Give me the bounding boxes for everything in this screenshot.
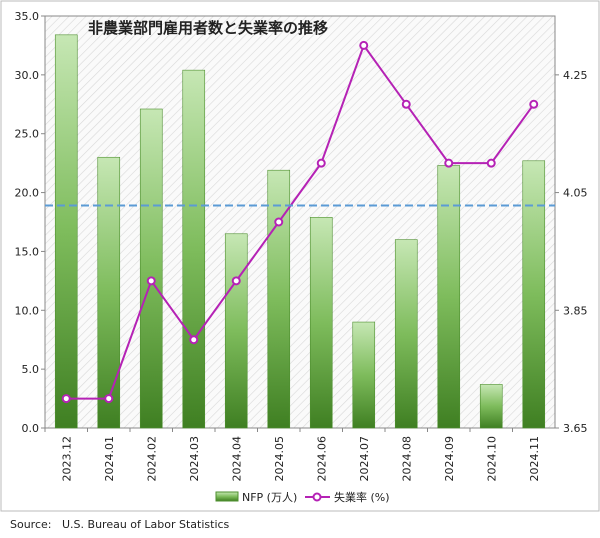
y-tick-label: 30.0 (15, 69, 40, 82)
bar (394, 239, 418, 429)
bar (309, 216, 333, 429)
bar (97, 156, 121, 429)
legend-swatch (312, 492, 322, 502)
line-point (274, 217, 284, 227)
legend-label: 失業率 (%) (334, 490, 390, 504)
line-point (231, 276, 241, 286)
y-tick-label: 5.0 (22, 363, 40, 376)
source: U.S. Bureau of Labor Statistics (62, 518, 230, 531)
bar (522, 160, 546, 429)
bar (267, 169, 291, 429)
source-label: Source: (10, 518, 52, 531)
y-tick-label: 10.0 (15, 304, 40, 317)
line (66, 43, 535, 400)
y2-tick-label: 3.85 (563, 304, 588, 317)
line-point (486, 158, 496, 168)
chart-title: 非農業部門雇用者数と失業率の推移 (88, 19, 328, 37)
x-tick-label: 2023.12 (60, 436, 73, 482)
x-tick-label: 2024.01 (103, 436, 116, 482)
y2-tick-label: 4.25 (563, 69, 588, 82)
y2-tick-label: 3.65 (563, 422, 588, 435)
plot-area (44, 15, 556, 429)
line-point (61, 394, 71, 404)
y-tick-label: 35.0 (15, 10, 40, 23)
line-point (401, 99, 411, 109)
line-point (359, 40, 369, 50)
x-tick-label: 2024.07 (358, 436, 371, 482)
x-tick-label: 2024.09 (443, 436, 456, 482)
bar (54, 34, 78, 429)
line-point (146, 276, 156, 286)
legend-label: NFP (万人) (242, 491, 297, 504)
x-tick-label: 2024.03 (188, 436, 201, 482)
plot-layer: 0.0 5.0 10.0 15.0 20.0 25.0 30.0 35.0 3.65 3.85 4.… (15, 10, 588, 482)
y-tick-label: 25.0 (15, 128, 40, 141)
bar (182, 69, 206, 429)
line-point (316, 158, 326, 168)
line-point (104, 394, 114, 404)
x-tick-label: 2024.05 (273, 436, 286, 482)
x-tick-label: 2024.04 (230, 436, 243, 482)
y-tick-label: 0.0 (22, 422, 40, 435)
x-tick-label: 2024.10 (485, 436, 498, 482)
legend-swatch (215, 491, 239, 502)
line-point (444, 158, 454, 168)
x-tick-label: 2024.06 (315, 436, 328, 482)
x-tick-label: 2024.02 (145, 436, 158, 482)
y-tick-label: 20.0 (15, 187, 40, 200)
x-tick-label: 2024.08 (400, 436, 413, 482)
bar (352, 321, 376, 429)
y-tick-label: 15.0 (15, 245, 40, 258)
bar (139, 108, 163, 429)
line-point (529, 99, 539, 109)
bar (479, 384, 503, 429)
bar (224, 233, 248, 429)
y2-tick-label: 4.05 (563, 187, 588, 200)
x-tick-label: 2024.11 (528, 436, 541, 482)
line-point (189, 335, 199, 345)
